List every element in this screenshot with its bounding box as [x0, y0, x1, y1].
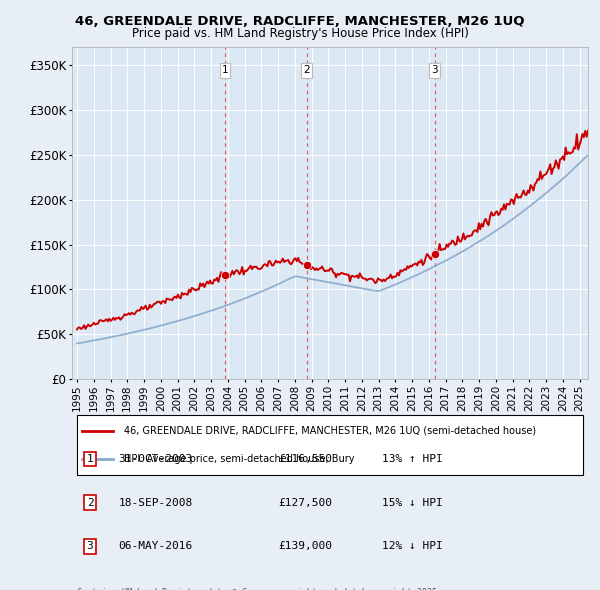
Text: 46, GREENDALE DRIVE, RADCLIFFE, MANCHESTER, M26 1UQ: 46, GREENDALE DRIVE, RADCLIFFE, MANCHEST…	[75, 15, 525, 28]
FancyBboxPatch shape	[77, 415, 583, 474]
Text: £127,500: £127,500	[278, 497, 332, 507]
Text: Price paid vs. HM Land Registry's House Price Index (HPI): Price paid vs. HM Land Registry's House …	[131, 27, 469, 40]
Text: 12% ↓ HPI: 12% ↓ HPI	[382, 542, 442, 551]
Text: £116,550: £116,550	[278, 454, 332, 464]
Text: Contains HM Land Registry data © Crown copyright and database right 2025.
This d: Contains HM Land Registry data © Crown c…	[77, 588, 442, 590]
Text: HPI: Average price, semi-detached house, Bury: HPI: Average price, semi-detached house,…	[124, 454, 354, 464]
Text: 1: 1	[86, 454, 94, 464]
Text: 1: 1	[221, 65, 228, 76]
Text: 2: 2	[86, 497, 94, 507]
Text: 18-SEP-2008: 18-SEP-2008	[118, 497, 193, 507]
Text: 46, GREENDALE DRIVE, RADCLIFFE, MANCHESTER, M26 1UQ (semi-detached house): 46, GREENDALE DRIVE, RADCLIFFE, MANCHEST…	[124, 426, 536, 436]
Text: 13% ↑ HPI: 13% ↑ HPI	[382, 454, 442, 464]
Text: 15% ↓ HPI: 15% ↓ HPI	[382, 497, 442, 507]
Text: 31-OCT-2003: 31-OCT-2003	[118, 454, 193, 464]
Text: 3: 3	[86, 542, 94, 551]
Text: 3: 3	[431, 65, 438, 76]
Text: £139,000: £139,000	[278, 542, 332, 551]
Text: 06-MAY-2016: 06-MAY-2016	[118, 542, 193, 551]
Text: 2: 2	[304, 65, 310, 76]
